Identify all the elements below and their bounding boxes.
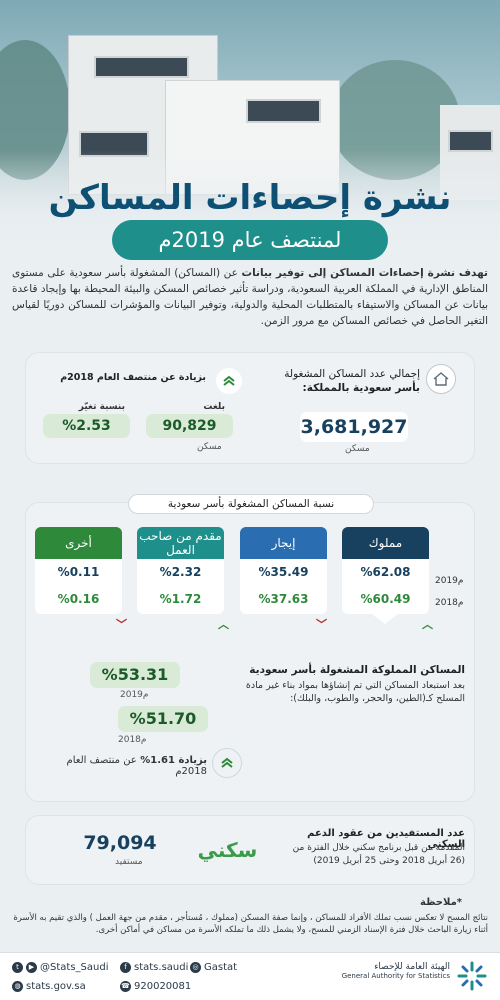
employer-2019: %2.32 bbox=[159, 565, 202, 579]
owned-desc: بعد استبعاد المساكن التي تم إنشاؤها بموا… bbox=[245, 680, 465, 704]
note-title: *ملاحظة bbox=[420, 897, 463, 908]
phone-link[interactable]: ☎ 920020081 bbox=[120, 981, 191, 992]
website-text: stats.gov.sa bbox=[26, 981, 86, 992]
rate-value: %2.53 bbox=[43, 414, 130, 438]
org-name-en: General Authority for Statistics bbox=[341, 972, 450, 980]
column-employer-header: مقدم من صاحب العمل bbox=[137, 527, 224, 559]
increase-label: بزيادة عن منتصف العام 2018م bbox=[60, 372, 206, 383]
twitter-link[interactable]: t ▶ @Stats_Saudi bbox=[12, 962, 108, 973]
gastat-logo-text: الهيئة العامة للإحصاء General Authority … bbox=[340, 962, 450, 980]
sakani-title: عدد المستفيدين من عقود الدعم السكني bbox=[307, 828, 465, 850]
sakani-logo: سكني bbox=[197, 838, 258, 862]
increase-up-icon bbox=[212, 748, 242, 778]
trend-down-icon: ﹀ bbox=[316, 618, 327, 631]
total-label-line1: إجمالي عدد المساكن المشغولة bbox=[284, 368, 420, 380]
sakani-value: 79,094 bbox=[83, 832, 157, 854]
owned-2019-label: 2019م bbox=[120, 690, 149, 700]
facebook-link[interactable]: f stats.saudi bbox=[120, 962, 188, 973]
column-other-header: أخرى bbox=[35, 527, 122, 559]
owned-2018: %60.49 bbox=[360, 592, 411, 606]
other-2019: %0.11 bbox=[57, 565, 100, 579]
home-icon bbox=[426, 364, 456, 394]
sakani-desc: المقدمة من قبل برنامج سكني خلال الفترة م… bbox=[292, 843, 465, 866]
other-2018: %0.16 bbox=[57, 592, 100, 606]
org-name-ar: الهيئة العامة للإحصاء bbox=[374, 962, 450, 972]
tenure-section-label: نسبة المساكن المشغولة بأسر سعودية bbox=[128, 494, 374, 514]
window bbox=[246, 99, 321, 123]
trend-up-icon: ︿ bbox=[218, 618, 229, 631]
footer: t ▶ @Stats_Saudi f stats.saudi ◎ Gastat … bbox=[0, 952, 500, 1000]
column-employer-values: %2.32 %1.72 bbox=[137, 559, 224, 614]
owned-2019: %62.08 bbox=[360, 565, 411, 579]
total-value: 3,681,927 bbox=[300, 412, 408, 442]
intro-lead: تهدف نشرة إحصاءات المساكن إلى توفير بيان… bbox=[241, 267, 488, 279]
column-rent-header: إيجار bbox=[240, 527, 327, 559]
website-link[interactable]: ◍ stats.gov.sa bbox=[12, 981, 86, 992]
owned-2018-label: 2018م bbox=[118, 735, 147, 745]
gastat-logo-icon bbox=[455, 959, 489, 993]
column-owned-header: مملوك bbox=[342, 527, 429, 559]
owned-2018-value: %51.70 bbox=[118, 706, 208, 732]
total-dwellings-card bbox=[25, 352, 475, 464]
owned-2019-value: %53.31 bbox=[90, 662, 180, 688]
hero-image bbox=[0, 0, 500, 255]
amount-value: 90,829 bbox=[146, 414, 233, 438]
globe-icon: ◍ bbox=[12, 981, 23, 992]
window bbox=[448, 130, 493, 152]
year-2018-label: 2018م bbox=[435, 598, 464, 608]
twitter-handle: @Stats_Saudi bbox=[40, 962, 109, 973]
facebook-icon: f bbox=[120, 962, 131, 973]
sakani-card bbox=[25, 815, 475, 885]
phone-text: 920020081 bbox=[134, 981, 192, 992]
facebook-handle: stats.saudi bbox=[134, 962, 189, 973]
intro-body: عن (المساكن) المشغولة بأسر سعودية على مس… bbox=[12, 267, 488, 327]
total-unit: مسكن bbox=[345, 444, 370, 454]
phone-icon: ☎ bbox=[120, 981, 131, 992]
rent-2019: %35.49 bbox=[258, 565, 309, 579]
owned-title: المساكن المملوكة المشغولة بأسر سعودية bbox=[249, 664, 465, 676]
owned-increase-suffix: عن منتصف العام 2018م bbox=[66, 755, 207, 777]
total-label: إجمالي عدد المساكن المشغولة بأسر سعودية … bbox=[262, 367, 420, 395]
rent-2018: %37.63 bbox=[258, 592, 309, 606]
instagram-handle: Gastat bbox=[204, 962, 238, 973]
increase-up-icon bbox=[216, 368, 242, 394]
total-label-line2: بأسر سعودية بالمملكة: bbox=[302, 382, 420, 394]
amount-unit: مسكن bbox=[197, 442, 222, 452]
owned-increase: بزيادة 1.61% عن منتصف العام 2018م bbox=[32, 755, 207, 777]
owned-increase-prefix: بزيادة bbox=[178, 755, 207, 766]
rate-label: بنسبة تغيّر bbox=[78, 402, 125, 412]
page-title: نشرة إحصاءات المساكن bbox=[48, 178, 452, 218]
employer-2018: %1.72 bbox=[159, 592, 202, 606]
sakani-unit: مستفيد bbox=[115, 857, 143, 867]
column-owned-values: %62.08 %60.49 bbox=[342, 559, 429, 614]
owned-increase-value: 1.61% bbox=[140, 755, 175, 766]
youtube-icon: ▶ bbox=[26, 962, 37, 973]
note-text: نتائج المسح لا تعكس نسب تملك الأفراد للم… bbox=[13, 913, 488, 935]
column-owned-pointer bbox=[372, 614, 398, 624]
window bbox=[94, 56, 189, 78]
amount-label: بلغت bbox=[203, 402, 225, 412]
column-other-values: %0.11 %0.16 bbox=[35, 559, 122, 614]
instagram-icon: ◎ bbox=[190, 962, 201, 973]
twitter-icon: t bbox=[12, 962, 23, 973]
trend-up-icon: ︿ bbox=[422, 618, 433, 631]
page-subtitle: لمنتصف عام 2019م bbox=[112, 220, 388, 260]
column-rent-values: %35.49 %37.63 bbox=[240, 559, 327, 614]
intro-text: تهدف نشرة إحصاءات المساكن إلى توفير بيان… bbox=[12, 265, 488, 329]
year-2019-label: 2019م bbox=[435, 576, 464, 586]
trend-down-icon: ﹀ bbox=[116, 618, 127, 631]
instagram-link[interactable]: ◎ Gastat bbox=[190, 962, 237, 973]
